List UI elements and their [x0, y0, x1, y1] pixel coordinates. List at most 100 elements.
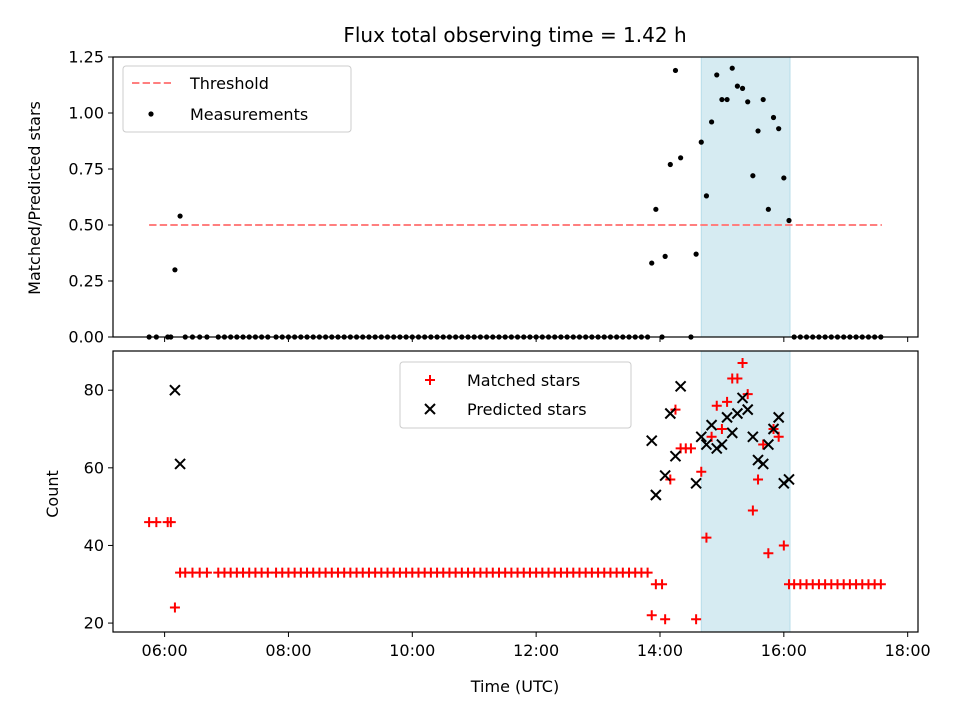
- x-axis-label: Time (UTC): [470, 677, 559, 696]
- matched-star-marker: [753, 474, 764, 485]
- predicted-star-marker: [762, 438, 775, 451]
- predicted-star-marker: [747, 431, 759, 443]
- legend-box: [399, 361, 632, 429]
- matched-star-marker: [778, 540, 789, 551]
- bottom-x-tick-label: 08:00: [265, 641, 311, 660]
- measurement-point: [649, 260, 655, 266]
- bottom-x-tick-label: 18:00: [885, 641, 931, 660]
- measurement-point: [177, 213, 183, 219]
- top-y-tick-label: 0.50: [68, 216, 104, 235]
- bottom-y-tick-label: 80: [84, 381, 104, 400]
- measurement-point: [755, 128, 761, 134]
- matched-star-marker: [165, 517, 176, 528]
- bottom-series-1: [169, 380, 795, 501]
- predicted-star-marker: [690, 477, 702, 490]
- predicted-star-marker: [674, 380, 687, 393]
- matched-star-marker: [685, 443, 696, 454]
- legend-predicted-swatch: [424, 403, 436, 415]
- measurement-point: [729, 65, 735, 71]
- measurement-point: [781, 175, 787, 181]
- top-y-axis-label: Matched/Predicted stars: [25, 101, 44, 295]
- measurement-point: [745, 99, 751, 105]
- measurement-point: [667, 161, 673, 168]
- measurement-point: [672, 67, 679, 74]
- matched-star-marker: [169, 602, 180, 613]
- top-y-tick-label: 0.75: [68, 160, 104, 179]
- legend-predicted-label: Predicted stars: [467, 400, 587, 419]
- matched-star-marker: [747, 505, 758, 516]
- matched-star-marker: [732, 373, 743, 384]
- bottom-y-tick-label: 40: [84, 536, 104, 555]
- bottom-panel: 20 40 60 80 06:00 08:00 10:00 12:00 14:00 16:00 18…: [84, 350, 931, 660]
- bottom-x-tick-label: 14:00: [637, 641, 683, 660]
- top-y-tick-label: 1.00: [68, 104, 104, 123]
- measurement-point: [698, 139, 704, 145]
- bottom-highlight-span: [700, 350, 791, 633]
- measurement-point: [693, 251, 699, 257]
- predicted-star-marker: [700, 438, 713, 451]
- measurement-point: [678, 155, 684, 161]
- predicted-star-marker: [757, 458, 769, 470]
- predicted-star-marker: [169, 384, 181, 396]
- predicted-star-marker: [659, 469, 671, 482]
- measurement-point: [708, 119, 715, 125]
- matched-star-marker: [646, 610, 657, 621]
- measurement-point: [724, 96, 730, 103]
- legend-matched-label: Matched stars: [467, 371, 580, 390]
- bottom-y-tick-label: 20: [84, 614, 104, 633]
- matched-star-marker: [696, 466, 707, 477]
- predicted-star-marker: [664, 407, 677, 420]
- matched-star-marker: [737, 358, 748, 369]
- predicted-star-marker: [721, 411, 733, 424]
- matched-star-marker: [722, 396, 733, 407]
- measurement-point: [714, 72, 720, 78]
- matched-star-marker: [701, 532, 712, 543]
- matched-star-marker: [660, 614, 671, 625]
- predicted-star-marker: [731, 407, 744, 420]
- matched-star-marker: [642, 567, 653, 578]
- measurement-point: [786, 217, 792, 224]
- top-y-tick-label: 0.25: [68, 272, 104, 291]
- predicted-star-marker: [726, 427, 738, 439]
- matched-star-marker: [758, 439, 769, 450]
- matched-star-marker: [763, 548, 774, 559]
- bottom-x-tick-label: 16:00: [761, 641, 807, 660]
- legend-measurement-label: Measurements: [190, 105, 308, 124]
- bottom-x-tick-label: 06:00: [142, 641, 188, 660]
- measurement-point: [734, 83, 740, 89]
- bottom-legend: Matched stars Predicted stars: [399, 361, 632, 429]
- measurement-point: [653, 206, 659, 212]
- matched-star-marker: [151, 517, 162, 528]
- measurement-point: [760, 96, 766, 103]
- bottom-x-tick-label: 10:00: [389, 641, 435, 660]
- matched-star-marker: [875, 579, 886, 590]
- top-axes-frame: [112, 56, 919, 338]
- matched-star-marker: [711, 400, 722, 411]
- predicted-star-marker: [772, 411, 785, 424]
- top-legend: Threshold Measurements: [122, 65, 352, 133]
- predicted-star-marker: [669, 450, 682, 462]
- predicted-star-marker: [174, 458, 186, 470]
- predicted-star-marker: [767, 423, 780, 435]
- matched-star-marker: [657, 579, 668, 590]
- predicted-star-marker: [736, 392, 749, 404]
- measurement-point: [765, 206, 771, 212]
- bottom-y-tick-label: 60: [84, 458, 104, 477]
- matched-star-marker: [691, 614, 702, 625]
- measurement-point: [770, 114, 777, 121]
- predicted-star-marker: [716, 438, 728, 451]
- top-y-tick-label: 1.25: [68, 48, 104, 67]
- top-y-tick-label: 0.00: [68, 328, 104, 347]
- predicted-star-marker: [646, 434, 658, 447]
- predicted-star-marker: [742, 403, 754, 416]
- matched-star-marker: [201, 567, 212, 578]
- bottom-series-0: [144, 358, 886, 625]
- measurement-point: [172, 267, 178, 273]
- top-series-1: [146, 65, 884, 340]
- legend-matched-swatch: [425, 375, 435, 385]
- predicted-star-marker: [783, 473, 795, 486]
- top-highlight-span: [700, 56, 791, 338]
- predicted-star-marker: [650, 489, 662, 501]
- bottom-axes-frame: [112, 350, 919, 633]
